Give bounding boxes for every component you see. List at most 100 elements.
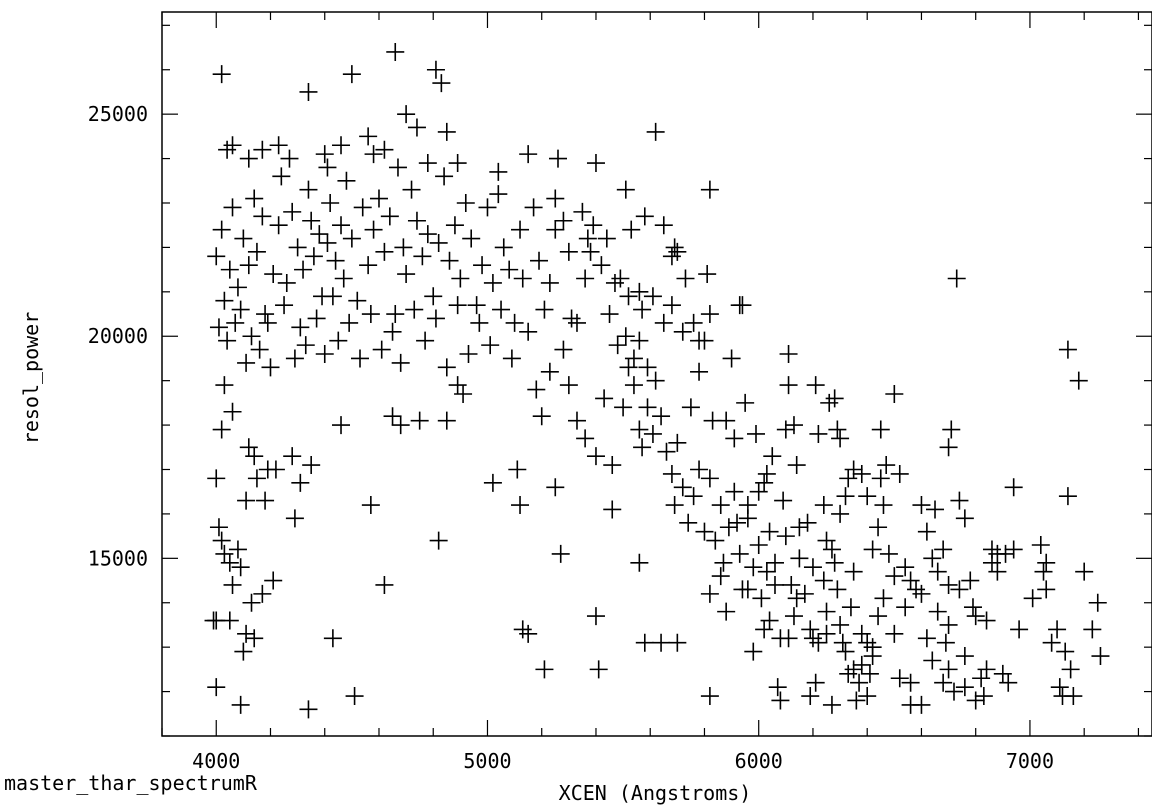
data-point (776, 420, 795, 439)
data-point (787, 456, 806, 475)
data-point (630, 420, 649, 439)
data-point (418, 154, 437, 173)
data-point (391, 416, 410, 435)
data-point (605, 273, 624, 292)
data-point (622, 220, 641, 239)
data-point (554, 211, 573, 230)
data-point (231, 558, 250, 577)
data-point (530, 251, 549, 270)
data-point (237, 624, 256, 643)
data-point (738, 496, 757, 515)
data-point (765, 553, 784, 572)
x-tick-label: 7000 (1006, 749, 1054, 773)
data-point (668, 242, 687, 261)
data-point (505, 313, 524, 332)
data-point (429, 233, 448, 252)
data-point (315, 345, 334, 364)
data-point (302, 456, 321, 475)
data-point (220, 611, 239, 630)
data-point (299, 700, 318, 719)
data-point (597, 229, 616, 248)
data-point (874, 496, 893, 515)
data-point (513, 269, 532, 288)
data-point (448, 376, 467, 395)
data-point (1058, 487, 1077, 506)
data-point (1042, 633, 1061, 652)
data-point (256, 305, 275, 324)
data-point (481, 336, 500, 355)
data-point (939, 615, 958, 634)
data-point (511, 496, 530, 515)
data-point (725, 482, 744, 501)
data-point (256, 491, 275, 510)
data-point (329, 331, 348, 350)
data-point (239, 256, 258, 275)
data-point (581, 242, 600, 261)
data-point (844, 660, 863, 679)
data-point (939, 660, 958, 679)
data-point (896, 558, 915, 577)
data-point (432, 74, 451, 93)
data-point (437, 358, 456, 377)
data-point (440, 251, 459, 270)
data-point (795, 584, 814, 603)
data-point (429, 531, 448, 550)
data-point (690, 362, 709, 381)
data-point (928, 562, 947, 581)
data-point (850, 673, 869, 692)
tick-labels: 4000 5000 6000 7000 15000 20000 25000 (88, 102, 1054, 773)
data-point (966, 691, 985, 710)
data-point (299, 180, 318, 199)
data-point (321, 193, 340, 212)
data-point (665, 238, 684, 257)
data-point (540, 362, 559, 381)
plot-frame (161, 11, 1152, 737)
data-point (643, 424, 662, 443)
data-point (700, 469, 719, 488)
data-point (698, 265, 717, 284)
data-point (787, 589, 806, 608)
data-point (231, 695, 250, 714)
data-point (418, 225, 437, 244)
data-point (817, 624, 836, 643)
data-point (714, 553, 733, 572)
data-point (885, 384, 904, 403)
data-point (942, 420, 961, 439)
data-point (299, 82, 318, 101)
data-point (836, 487, 855, 506)
x-tick-label: 4000 (192, 749, 240, 773)
data-point (977, 611, 996, 630)
data-point (847, 691, 866, 710)
data-point (768, 678, 787, 697)
data-point (831, 429, 850, 448)
data-point (285, 509, 304, 528)
data-point (806, 376, 825, 395)
data-point (407, 118, 426, 137)
data-point (961, 571, 980, 590)
data-point (730, 296, 749, 315)
data-point (858, 687, 877, 706)
axis-ticks (161, 12, 1152, 737)
data-point (725, 429, 744, 448)
data-point (383, 407, 402, 426)
data-point (934, 540, 953, 559)
data-point (1083, 620, 1102, 639)
data-point (690, 331, 709, 350)
data-point (375, 575, 394, 594)
data-point (511, 220, 530, 239)
data-point (1091, 647, 1110, 666)
data-point (212, 531, 231, 550)
data-point (1023, 589, 1042, 608)
data-point (654, 216, 673, 235)
data-point (668, 633, 687, 652)
data-point (717, 602, 736, 621)
data-point (223, 198, 242, 217)
data-point (839, 664, 858, 683)
data-point (763, 447, 782, 466)
data-point (361, 305, 380, 324)
data-point (662, 464, 681, 483)
data-point (340, 313, 359, 332)
data-point (578, 229, 597, 248)
data-point (755, 473, 774, 492)
